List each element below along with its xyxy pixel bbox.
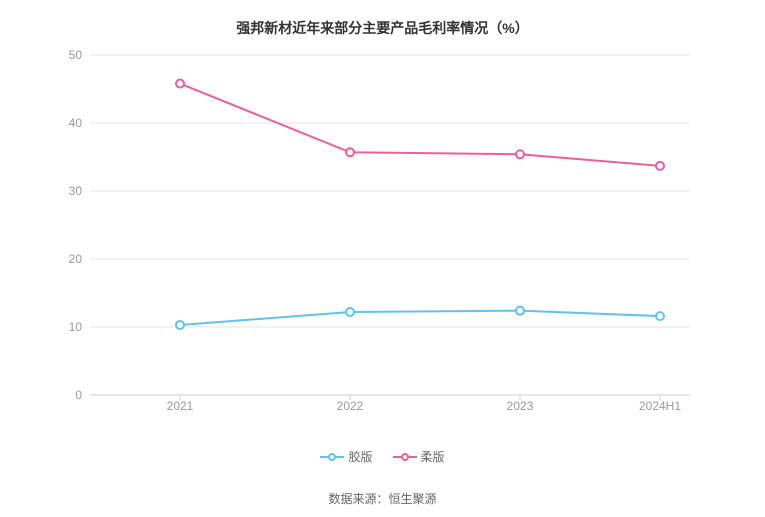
series-marker-rou_ban [516, 150, 524, 158]
chart-legend: 胶版 柔版 [0, 448, 765, 468]
series-marker-rou_ban [656, 162, 664, 170]
chart-container: 强邦新材近年来部分主要产品毛利率情况（%） 01020304050 202120… [0, 0, 765, 517]
source-name: 恒生聚源 [389, 492, 437, 506]
series-marker-jiao_ban [346, 308, 354, 316]
x-axis-labels: 2021 2022 2023 2024H1 [90, 395, 690, 415]
legend-label: 柔版 [421, 448, 445, 465]
x-tick-label: 2022 [337, 399, 364, 413]
x-tick-label: 2023 [507, 399, 534, 413]
y-tick-label: 10 [69, 320, 82, 334]
legend-item-rou_ban[interactable]: 柔版 [393, 448, 445, 465]
series-line-rou_ban [180, 84, 660, 166]
series-marker-rou_ban [176, 80, 184, 88]
chart-plot-area: 01020304050 2021202220232024H1 [90, 55, 690, 395]
y-axis-labels: 01020304050 [40, 55, 90, 395]
series-marker-rou_ban [346, 148, 354, 156]
x-tick-label: 2024H1 [639, 399, 681, 413]
series-marker-jiao_ban [656, 312, 664, 320]
legend-label: 胶版 [348, 448, 372, 465]
y-tick-label: 40 [69, 116, 82, 130]
chart-svg [90, 55, 690, 415]
y-tick-label: 30 [69, 184, 82, 198]
y-tick-label: 0 [75, 388, 82, 402]
legend-item-jiao_ban[interactable]: 胶版 [320, 448, 372, 465]
y-tick-label: 20 [69, 252, 82, 266]
legend-marker-icon [393, 451, 417, 463]
y-tick-label: 50 [69, 48, 82, 62]
source-prefix: 数据来源： [328, 492, 388, 506]
data-source: 数据来源：恒生聚源 [0, 490, 765, 507]
series-marker-jiao_ban [176, 321, 184, 329]
legend-marker-icon [320, 451, 344, 463]
x-tick-label: 2021 [167, 399, 194, 413]
chart-title: 强邦新材近年来部分主要产品毛利率情况（%） [0, 0, 765, 38]
series-marker-jiao_ban [516, 307, 524, 315]
series-line-jiao_ban [180, 311, 660, 325]
